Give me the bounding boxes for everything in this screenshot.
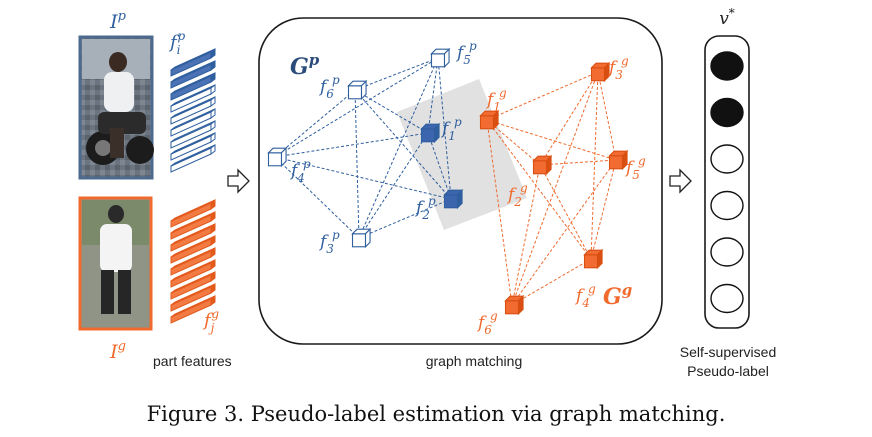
graph-edge [590,159,617,260]
gallery-feature-stack [170,199,216,324]
gallery-node-6 [504,294,525,316]
gallery-node-3 [590,61,611,83]
gallery-node-label-2: f2g [506,181,528,209]
label-cell-4 [710,190,744,221]
label-cell-1 [710,51,744,81]
gallery-node-2 [532,154,553,176]
label-cell-3 [710,144,744,174]
gallery-node-label-3: f3g [607,54,629,82]
label-cell-5 [710,237,744,267]
graph-edge [486,119,592,260]
graph-edge [274,156,360,239]
gallery-image [78,196,153,331]
graph-edge [590,71,599,260]
gallery-node-label-6: f6g [476,309,498,337]
graph-edge [437,57,452,200]
probe-node-4 [267,146,288,168]
gallery-graph-label: Gg [603,281,632,310]
graph-edge [358,132,429,239]
graph-edge [358,57,439,239]
probe-node-label-2: f2p [414,194,436,222]
label-vector-cells [710,51,744,314]
probe-node-label-3: f3p [318,228,340,256]
matching-region [397,79,527,230]
probe-feature-stack [170,48,216,173]
arrow-to-matching-icon [227,168,250,194]
gallery-node-label-1: f1g [485,86,507,114]
gallery-node-4 [583,248,604,270]
graph-edge [511,71,599,306]
graph-edge [539,159,617,166]
graph-edge [427,132,452,200]
graph-edge [274,57,439,158]
gallery-image-label: Ig [109,339,126,363]
probe-node-2 [443,188,464,210]
gallery-node-label-4: f4g [574,282,596,310]
graph-edge [274,156,452,200]
probe-graph-label: Gp [290,51,320,80]
graph-node-labels: f1p f2p f3p f4p f5p f6p f1g f2g f3g f4g f5g f6g [289,39,646,337]
graph-edge [354,89,452,200]
probe-node-5 [430,47,451,69]
probe-node-label-4: f4p [289,157,311,185]
graph-edge [486,119,513,306]
graph-edge [539,164,592,260]
figure-caption: Figure 3. Pseudo-label estimation via gr… [147,402,726,426]
probe-node-1 [420,122,441,144]
graph-edge [486,119,541,166]
label-cell-2 [710,97,744,128]
label-cell-6 [710,283,744,314]
gallery-node-5 [608,149,629,171]
graph-edge [358,198,452,239]
label-vector-name: v* [719,6,735,29]
gallery-node-1 [479,109,500,131]
probe-node-label-1: f1p [440,115,462,143]
graph-edge [511,164,541,306]
arrow-to-label-icon [669,168,692,194]
probe-node-3 [351,227,372,249]
probe-node-label-6: f6p [318,73,340,101]
gallery-feature-label: fjg [202,307,219,335]
probe-feature-label: fip [168,29,186,57]
graph-nodes [267,47,629,316]
probe-image [78,35,154,180]
graph-matching-caption: graph matching [426,353,523,369]
part-features-caption: part features [153,353,232,369]
graph-edges [274,57,617,306]
graph-edge [486,71,599,121]
graph-edge [539,71,599,166]
graph-edge [274,132,429,158]
probe-node-6 [347,79,368,101]
graph-edge [427,57,439,134]
gallery-node-label-5: f5g [624,154,646,182]
label-caption-line1: Self-supervised [680,344,777,360]
graph-edge [274,89,356,158]
graph-edge [354,89,429,134]
label-caption-line2: Pseudo-label [687,363,769,379]
probe-node-label-5: f5p [455,39,477,67]
graph-edge [511,258,592,306]
probe-image-label: Ip [109,9,127,33]
